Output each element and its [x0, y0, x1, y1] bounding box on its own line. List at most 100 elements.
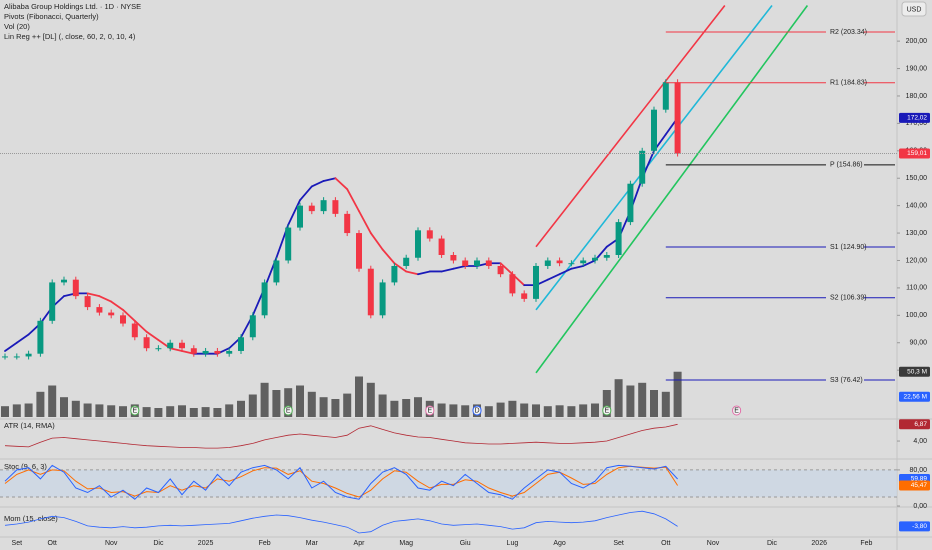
event-marker — [425, 405, 435, 416]
price-tag-label: 159,01 — [907, 150, 927, 157]
volume-bar — [237, 400, 245, 417]
volume-bar — [496, 402, 505, 417]
volume-bar — [555, 405, 564, 417]
candle — [438, 238, 445, 255]
x-tick-label: Mag — [399, 540, 413, 547]
indicator-label: Lin Reg ++ [DL] (, close, 60, 2, 0, 10, … — [4, 32, 136, 41]
price-tag-label: 172,02 — [907, 115, 927, 122]
candle — [285, 227, 292, 261]
volume-bar — [650, 390, 658, 417]
y-tick-label: 4,00 — [913, 438, 927, 445]
candle — [120, 315, 126, 324]
price-tag-label: 50,3 M — [907, 368, 927, 375]
currency-button[interactable] — [901, 1, 927, 17]
lin-reg-curve — [299, 185, 313, 202]
volume-bar — [95, 404, 104, 417]
candle — [249, 315, 256, 338]
price-tag-label: 22,56 M — [904, 393, 928, 400]
volume-bar — [343, 393, 352, 417]
volume-bar — [189, 408, 198, 417]
x-tick-label: Ott — [661, 540, 670, 547]
volume-bar — [402, 399, 411, 417]
event-label: E — [132, 407, 137, 414]
pivot-label: S1 (124.90) — [830, 244, 867, 251]
volume-bar — [107, 405, 116, 417]
volume-bar — [437, 403, 446, 417]
lin-reg-curve — [358, 210, 372, 234]
lin-reg-curve — [582, 259, 596, 267]
regression-channel — [535, 5, 809, 374]
price-tag — [899, 148, 930, 159]
candle — [320, 200, 327, 212]
y-tick-label: 170,00 — [906, 120, 928, 127]
candle — [308, 205, 315, 212]
candle — [179, 342, 185, 349]
lin-reg-curve — [145, 330, 160, 341]
candle — [190, 348, 197, 354]
x-tick-label: 2025 — [198, 540, 214, 547]
price-tag — [899, 366, 930, 377]
volume-bar — [213, 408, 222, 417]
lin-reg-curve — [546, 273, 561, 281]
candle — [592, 257, 598, 261]
lin-reg-curve — [110, 300, 124, 311]
event-label: E — [604, 407, 609, 414]
lin-reg-curve — [287, 199, 301, 226]
volume-bar — [331, 399, 340, 417]
volume-bar — [71, 400, 80, 417]
volume-bar — [484, 406, 493, 417]
candle — [627, 183, 634, 223]
candle — [261, 282, 268, 316]
x-tick-label: Nov — [707, 540, 720, 547]
x-tick-label: Feb — [860, 540, 872, 547]
candle — [556, 260, 563, 264]
y-tick-label: 100,00 — [906, 312, 928, 319]
lin-reg-curve — [405, 270, 419, 276]
x-tick-label: Ago — [553, 540, 566, 547]
x-tick-label: Set — [12, 540, 23, 547]
volume-bar — [355, 376, 363, 417]
lin-reg-curve — [570, 265, 585, 270]
candle — [662, 82, 669, 110]
candle — [497, 265, 504, 275]
candle — [167, 342, 174, 349]
candle — [202, 350, 209, 354]
volume-bar — [532, 404, 540, 417]
indicator-label: Vol (20) — [4, 22, 30, 31]
event-marker — [130, 405, 140, 416]
candle — [521, 293, 528, 299]
x-tick-label: Dic — [153, 540, 164, 547]
y-tick-label: 140,00 — [906, 202, 928, 209]
candle — [568, 263, 575, 265]
lin-reg-curve — [499, 262, 514, 276]
lin-reg-curve — [440, 267, 455, 273]
x-tick-label: Set — [613, 540, 624, 547]
volume-bar — [260, 382, 269, 417]
volume-bar — [366, 382, 375, 417]
lin-reg-curve — [169, 347, 183, 352]
lin-reg-curve — [86, 292, 101, 298]
candle — [639, 150, 646, 184]
candle — [544, 260, 551, 266]
candle — [391, 265, 398, 283]
y-tick-label: 150,00 — [906, 175, 928, 182]
lin-reg-curve — [369, 232, 384, 251]
volume-bar — [378, 394, 387, 417]
volume-bar — [142, 407, 151, 417]
x-tick-label: Ott — [48, 540, 57, 547]
volume-bar — [602, 390, 611, 417]
currency-label[interactable]: USD — [907, 6, 922, 13]
volume-bar — [614, 379, 623, 417]
candle — [509, 274, 516, 294]
lin-reg-curve — [417, 270, 431, 276]
price-tag — [899, 112, 930, 123]
candle — [37, 320, 44, 354]
volume-bar — [272, 390, 281, 417]
volume-bar — [508, 400, 517, 417]
x-tick-label: Lug — [507, 540, 519, 547]
lin-reg-curve — [15, 333, 30, 344]
volume-bar — [36, 391, 45, 417]
candle — [273, 260, 280, 283]
event-label: E — [427, 407, 432, 414]
